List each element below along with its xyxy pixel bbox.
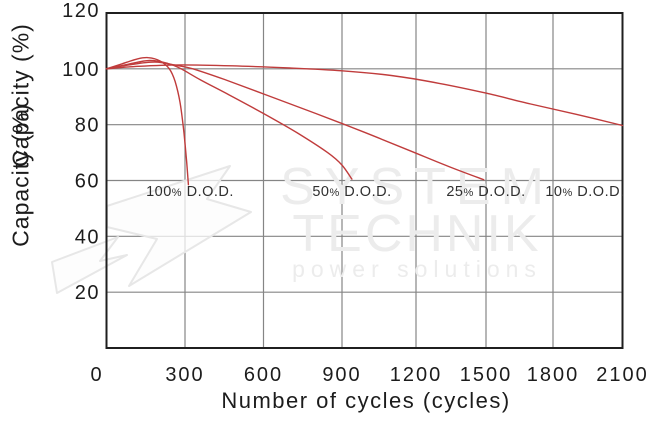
x-tick-label: 1500	[460, 364, 513, 386]
y-tick-label: 100	[62, 59, 100, 81]
x-tick-label: 300	[165, 364, 204, 386]
x-tick-label: 900	[322, 364, 361, 386]
curve-label: 50% D.O.D.	[312, 184, 391, 200]
y-tick-label: 20	[75, 282, 100, 304]
watermark-line2: TECHNIK	[292, 205, 541, 263]
watermark-line1: SYSTEM	[280, 158, 554, 216]
curve-label: 10% D.O.D.	[545, 184, 624, 200]
x-tick-label: 1800	[527, 364, 580, 386]
y-tick-label: 80	[75, 115, 100, 137]
dod-curve	[105, 64, 624, 127]
y-tick-label: 120	[62, 0, 100, 22]
x-tick-label: 600	[244, 364, 283, 386]
dod-curve	[105, 59, 353, 180]
x-tick-label: 0	[90, 364, 103, 386]
dod-curve	[105, 61, 485, 181]
y-tick-label: 40	[75, 226, 100, 248]
curve-label: 25% D.O.D.	[446, 184, 525, 200]
x-axis-label: Number of cycles (cycles)	[221, 388, 511, 413]
y-tick-label: 60	[75, 171, 100, 193]
plot-border	[105, 12, 624, 349]
watermark-bolt-icon	[106, 165, 252, 287]
dod-curve	[105, 56, 190, 186]
x-tick-label: 1200	[390, 364, 443, 386]
watermark-tagline: power solutions	[292, 256, 542, 282]
curve-label: 100% D.O.D.	[146, 184, 234, 200]
x-tick-label: 2100	[596, 364, 649, 386]
y-axis-label-duplicate: Capacity (%)	[7, 103, 34, 247]
